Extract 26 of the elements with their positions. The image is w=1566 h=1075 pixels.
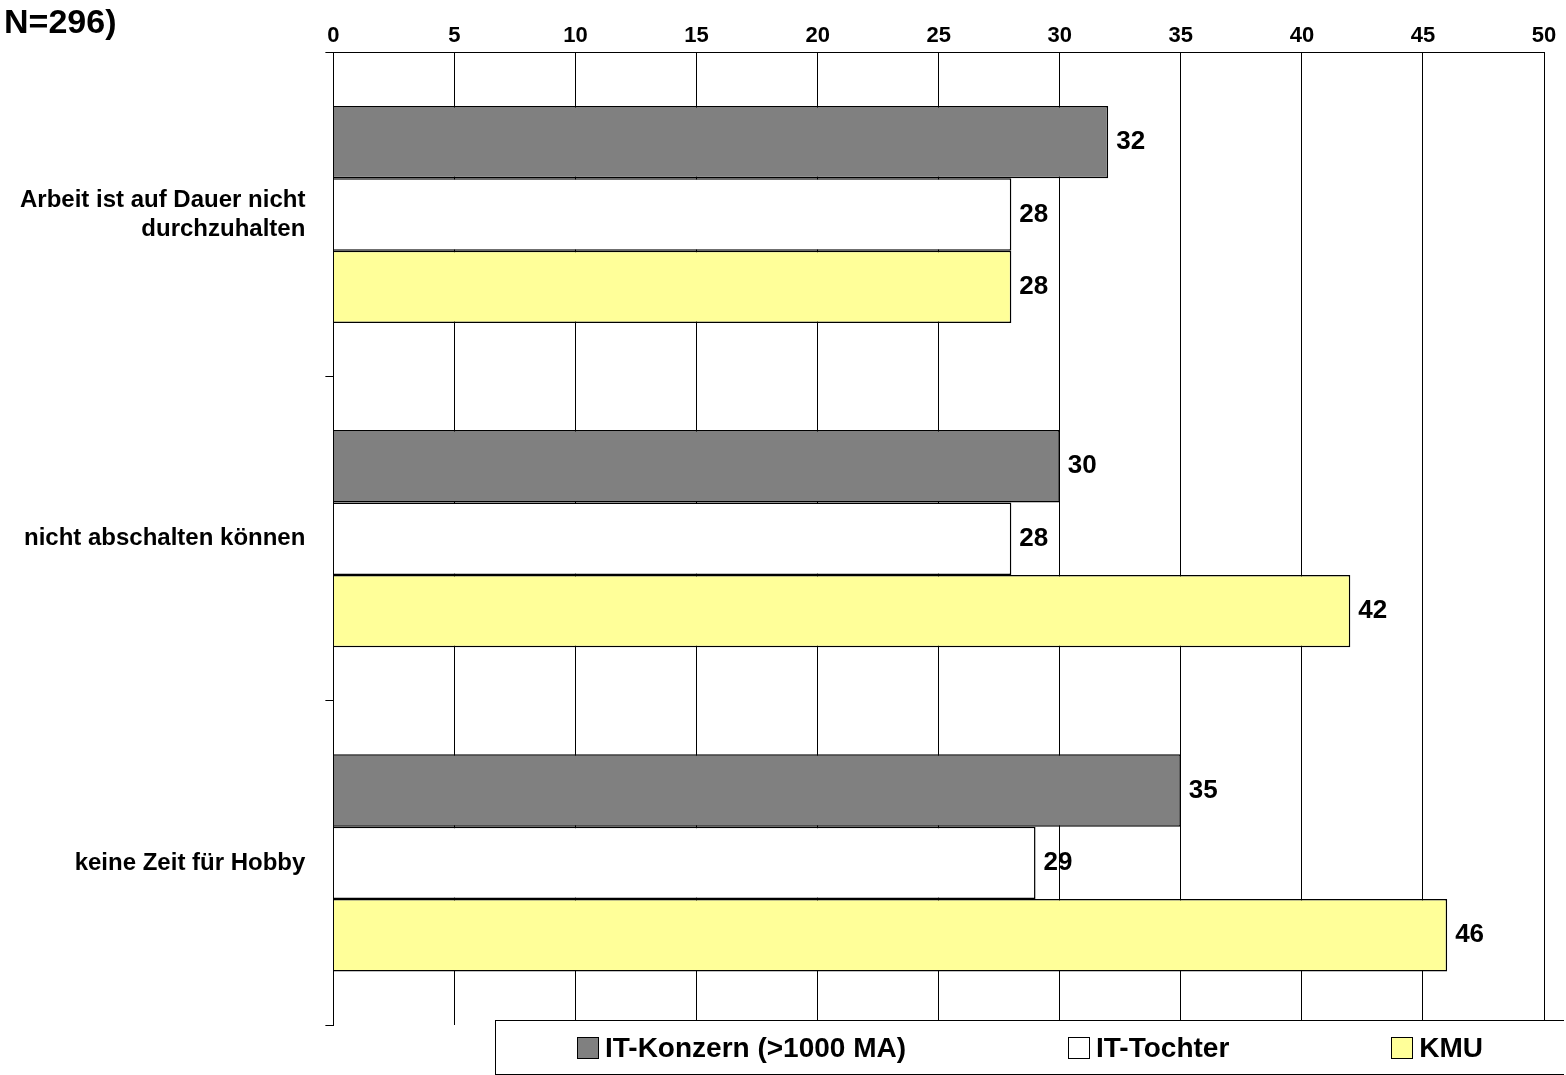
x-tick-label: 45 (1410, 22, 1436, 48)
x-tick-label: 35 (1168, 22, 1194, 48)
text: IT-Tochter (1096, 1031, 1230, 1063)
data-label: 46 (1455, 918, 1485, 949)
data-label: 28 (1019, 197, 1049, 228)
legend-label: KMU (1419, 1031, 1484, 1064)
data-label: 32 (1116, 125, 1146, 156)
data-label: 42 (1358, 594, 1388, 625)
x-tick-label: 10 (563, 22, 588, 48)
data-label: 30 (1067, 449, 1097, 480)
x-tick-label: 5 (448, 22, 461, 48)
x-tick-label: 50 (1531, 22, 1557, 48)
x-tick-label: 40 (1289, 22, 1315, 48)
x-tick-label: 15 (684, 22, 709, 48)
y-tick-label: Arbeit ist auf Dauer nicht durchzuhalten (20, 184, 306, 241)
x-tick-label: 25 (926, 22, 951, 48)
y-tick-label: nicht abschalten können (23, 523, 306, 551)
x-tick-label: 20 (805, 22, 830, 48)
x-tick-label: 30 (1047, 22, 1072, 48)
data-label: 28 (1019, 521, 1049, 552)
data-label: 35 (1188, 773, 1218, 804)
y-tick-label: keine Zeit für Hobby (74, 847, 307, 875)
legend-label: IT-Konzern (>1000 MA) (604, 1031, 907, 1064)
text: N=296) (4, 2, 117, 41)
data-label: 28 (1019, 270, 1049, 301)
x-tick-label: 0 (327, 22, 340, 48)
